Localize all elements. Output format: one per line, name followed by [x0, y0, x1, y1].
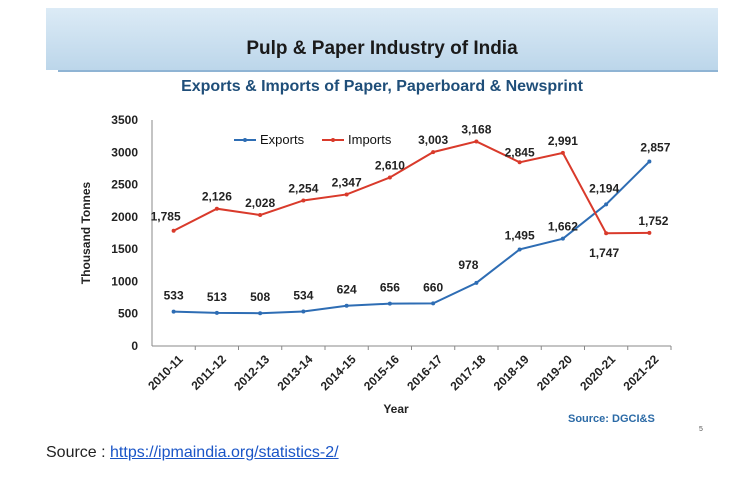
banner-divider [58, 70, 718, 72]
source-link[interactable]: https://ipmaindia.org/statistics-2/ [110, 444, 339, 461]
imports-point [258, 213, 263, 218]
x-tick-label: 2013-14 [274, 352, 315, 393]
legend-exports-label: Exports [260, 132, 305, 147]
y-tick-label: 3000 [111, 145, 138, 159]
exports-data-label: 978 [458, 258, 478, 272]
x-tick-label: 2016-17 [404, 352, 445, 393]
exports-point [301, 309, 306, 314]
exports-point [344, 303, 349, 308]
imports-point [344, 192, 349, 197]
exports-data-label: 2,194 [589, 181, 619, 195]
imports-point [647, 230, 652, 235]
imports-data-label: 2,991 [548, 134, 578, 148]
exports-data-label: 624 [337, 283, 357, 297]
y-tick-label: 3500 [111, 113, 138, 127]
exports-data-label: 656 [380, 281, 400, 295]
exports-point [258, 311, 263, 316]
y-tick-label: 2000 [111, 210, 138, 224]
exports-data-label: 2,857 [640, 141, 670, 155]
exports-data-label: 533 [164, 289, 184, 303]
y-tick-label: 1000 [111, 274, 138, 288]
x-tick-label: 2017-18 [447, 352, 488, 393]
exports-data-label: 534 [293, 289, 313, 303]
exports-line [173, 160, 651, 315]
imports-data-label: 1,752 [638, 214, 668, 228]
line-chart: 0 500 1000 1500 2000 2500 3000 3500 Thousand Ton… [79, 113, 672, 416]
y-tick-label: 500 [118, 307, 138, 321]
imports-point [474, 139, 479, 144]
legend-exports-marker [243, 138, 247, 142]
imports-data-label: 2,254 [288, 181, 318, 195]
imports-point [387, 175, 392, 180]
exports-point [604, 202, 609, 207]
x-tick-label: 2015-16 [361, 352, 402, 393]
exports-point [647, 159, 652, 164]
imports-data-label: 1,747 [589, 246, 619, 260]
imports-data-label: 2,610 [375, 158, 405, 172]
banner-title: Pulp & Paper Industry of India [246, 38, 518, 59]
chart-title: Exports & Imports of Paper, Paperboard &… [181, 78, 583, 95]
exports-data-label: 508 [250, 290, 270, 304]
exports-point [171, 309, 176, 314]
x-tick-label: 2021-22 [620, 352, 661, 393]
y-tick-label: 2500 [111, 178, 138, 192]
imports-point [214, 206, 219, 211]
x-tick-label: 2019-20 [534, 352, 575, 393]
legend-imports-marker [331, 138, 335, 142]
x-tick-label: 2012-13 [231, 352, 272, 393]
exports-point [560, 236, 565, 241]
y-tick-label: 0 [131, 339, 138, 353]
exports-data-label: 660 [423, 280, 443, 294]
y-tick-label: 1500 [111, 242, 138, 256]
x-axis-title: Year [383, 402, 409, 416]
slide: Pulp & Paper Industry of India Exports &… [46, 8, 718, 436]
x-tick-label: 2020-21 [577, 352, 618, 393]
imports-point [171, 228, 176, 233]
exports-data-label: 513 [207, 290, 227, 304]
x-tick-label: 2011-12 [188, 352, 229, 393]
imports-point [517, 160, 522, 165]
imports-point [301, 198, 306, 203]
y-axis-title: Thousand Tonnes [79, 181, 93, 284]
title-banner [46, 8, 718, 70]
imports-data-label: 2,845 [505, 145, 535, 159]
legend: Exports Imports [234, 132, 392, 147]
x-axis: 2010-11 2011-12 2012-13 2013-14 2014-15 2015-… [145, 345, 672, 416]
exports-point [431, 301, 436, 306]
imports-data-label: 3,168 [461, 122, 491, 136]
x-tick-label: 2010-11 [145, 352, 186, 393]
exports-data-label: 1,495 [505, 228, 535, 242]
footer-label: Source : [46, 444, 111, 461]
x-tick-label: 2018-19 [491, 352, 532, 393]
imports-point [560, 150, 565, 155]
imports-line [173, 140, 650, 235]
imports-data-label: 2,126 [202, 190, 232, 204]
y-axis: 0 500 1000 1500 2000 2500 3000 3500 Thousand Ton… [79, 113, 153, 353]
page-number: 5 [699, 426, 703, 433]
exports-data-label: 1,662 [548, 220, 578, 234]
legend-imports-label: Imports [348, 132, 392, 147]
series-lines [171, 139, 652, 316]
exports-point [517, 247, 522, 252]
footer-source: Source : https://ipmaindia.org/statistic… [46, 444, 339, 462]
imports-data-label: 2,028 [245, 196, 275, 210]
exports-point [474, 280, 479, 285]
imports-data-label: 3,003 [418, 133, 448, 147]
imports-data-label: 1,785 [151, 210, 181, 224]
imports-point [604, 231, 609, 236]
data-labels: 533 513 508 534 624 656 660 978 1,495 1,662 2,194 2… [151, 122, 671, 304]
imports-point [431, 150, 436, 155]
imports-data-label: 2,347 [332, 175, 362, 189]
exports-point [214, 310, 219, 315]
exports-point [387, 301, 392, 306]
source-note: Source: DGCI&S [568, 413, 655, 425]
x-tick-label: 2014-15 [318, 352, 359, 393]
